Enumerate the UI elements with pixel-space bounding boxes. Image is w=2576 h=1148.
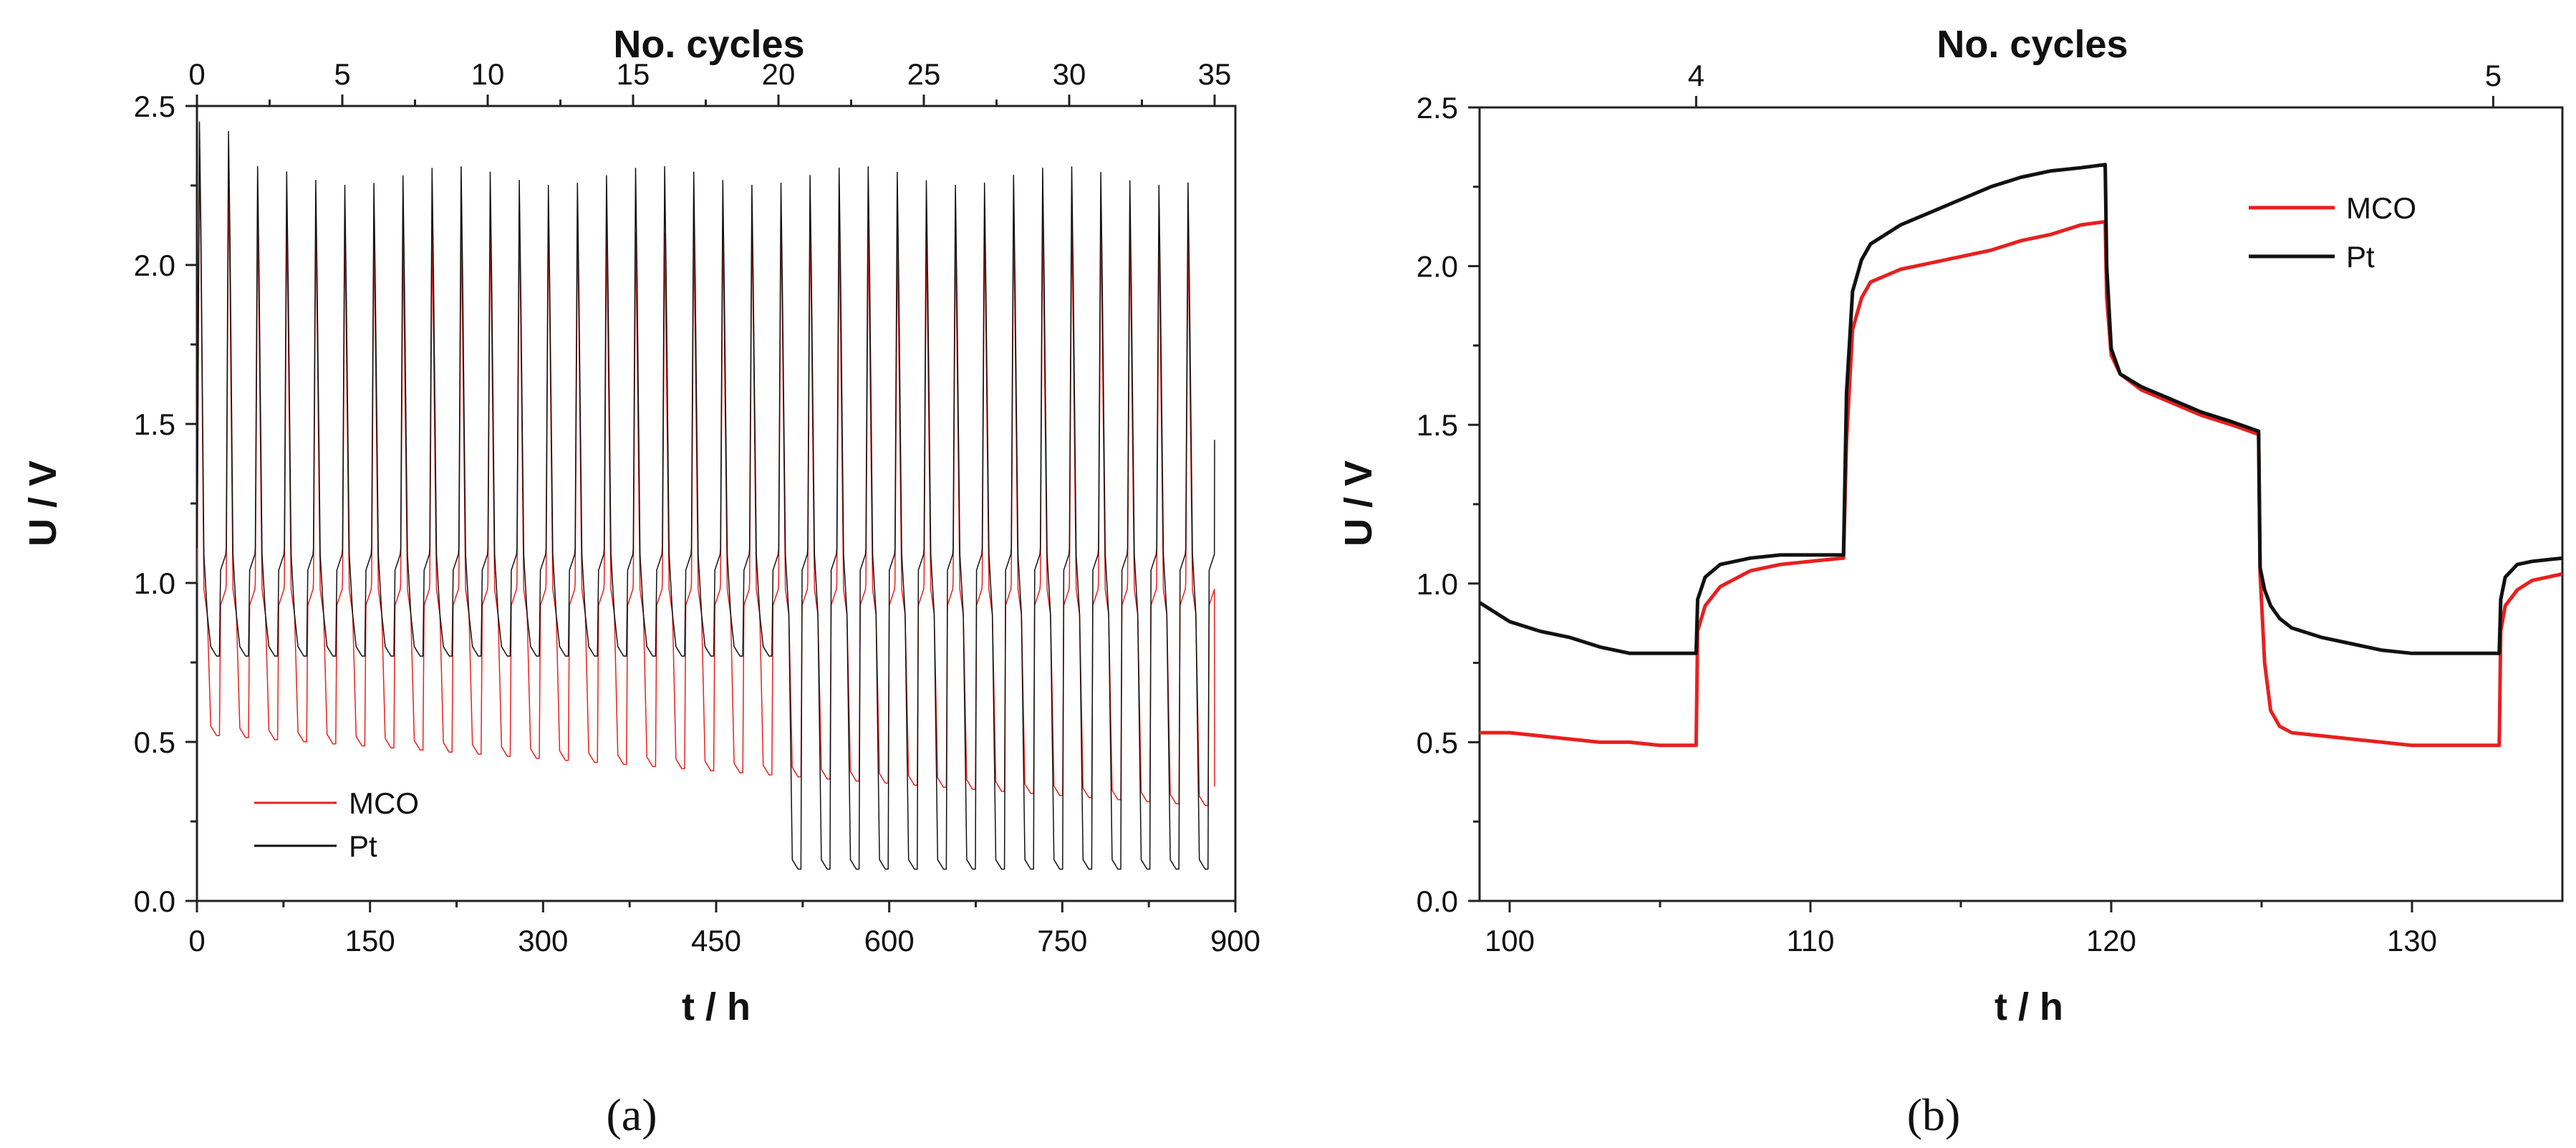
top-tick-label-a: 15	[617, 57, 650, 91]
plot-frame-a	[196, 105, 1237, 902]
legend-label-pt-a: Pt	[349, 829, 377, 863]
top-axis-title-a: No. cycles	[613, 23, 804, 66]
legend-label-mco-a: MCO	[349, 786, 419, 820]
y-tick-label-a: 0.0	[134, 884, 175, 918]
y-tick-label-b: 2.5	[1417, 91, 1458, 125]
x-tick-label-a: 150	[345, 924, 395, 958]
top-tick-label-b: 5	[2485, 59, 2502, 92]
series-line-pt-b	[1480, 163, 2562, 655]
x-tick-label-a: 900	[1210, 924, 1260, 958]
series-line-pt-a	[197, 121, 1215, 870]
series-line-mco-a	[197, 143, 1215, 806]
y-tick-label-b: 0.5	[1417, 725, 1458, 759]
x-tick-label-b: 130	[2387, 924, 2437, 958]
series-group-b	[1480, 163, 2562, 748]
x-tick-label-b: 100	[1485, 924, 1535, 958]
series-group-a	[197, 121, 1215, 870]
x-axis-title-a: t / h	[682, 985, 751, 1028]
legend-label-mco-b: MCO	[2346, 191, 2416, 225]
legend-a: MCO Pt	[254, 786, 419, 863]
x-tick-label-b: 120	[2086, 924, 2136, 958]
x-axis-title-b: t / h	[1994, 985, 2063, 1028]
y-tick-label-a: 1.5	[134, 407, 175, 441]
x-tick-label-a: 600	[864, 924, 915, 958]
plot-frame-b	[1478, 106, 2564, 902]
x-tick-label-a: 450	[691, 924, 741, 958]
ticks-b: 100 110 120 130 0.0 0.5 1.0 1.5 2.0 2.5 4 5	[1417, 59, 2502, 958]
x-tick-label-a: 750	[1037, 924, 1087, 958]
y-tick-label-a: 0.5	[134, 725, 175, 759]
y-tick-label-a: 2.0	[134, 249, 175, 282]
y-tick-label-a: 2.5	[134, 90, 175, 123]
panel-label-b: (b)	[1907, 1089, 1961, 1140]
ticks-a: 0 150 300 450 600 750 900 0.0 0.5 1.0 1.5 2.0 2.5 0 5 1…	[134, 57, 1260, 958]
top-tick-label-a: 5	[334, 57, 350, 91]
series-line-mco-b	[1480, 220, 2562, 748]
top-tick-label-a: 35	[1198, 57, 1232, 91]
panel-label-a: (a)	[606, 1089, 657, 1140]
top-tick-label-a: 0	[188, 57, 205, 91]
y-tick-label-b: 1.5	[1417, 408, 1458, 442]
x-tick-label-b: 110	[1787, 924, 1835, 958]
top-axis-title-b: No. cycles	[1936, 23, 2128, 66]
top-tick-label-a: 25	[907, 57, 941, 91]
top-tick-label-a: 30	[1053, 57, 1086, 91]
top-tick-label-a: 20	[762, 57, 796, 91]
panel-b: 100 110 120 130 0.0 0.5 1.0 1.5 2.0 2.5 4 5 t / h U…	[1337, 23, 2564, 1140]
top-tick-label-a: 10	[471, 57, 505, 91]
y-tick-label-b: 2.0	[1417, 250, 1458, 284]
y-axis-title-b: U / V	[1337, 460, 1380, 546]
legend-label-pt-b: Pt	[2346, 240, 2375, 274]
x-tick-label-a: 0	[188, 924, 205, 958]
y-tick-label-b: 0.0	[1417, 884, 1458, 918]
y-axis-title-a: U / V	[21, 460, 64, 546]
y-tick-label-b: 1.0	[1417, 567, 1458, 601]
y-tick-label-a: 1.0	[134, 566, 175, 600]
top-tick-label-b: 4	[1688, 59, 1704, 92]
legend-b: MCO Pt	[2249, 191, 2416, 274]
x-tick-label-a: 300	[518, 924, 568, 958]
panel-a: 0 150 300 450 600 750 900 0.0 0.5 1.0 1.5 2.0 2.5 0 5 1…	[21, 23, 1260, 1140]
